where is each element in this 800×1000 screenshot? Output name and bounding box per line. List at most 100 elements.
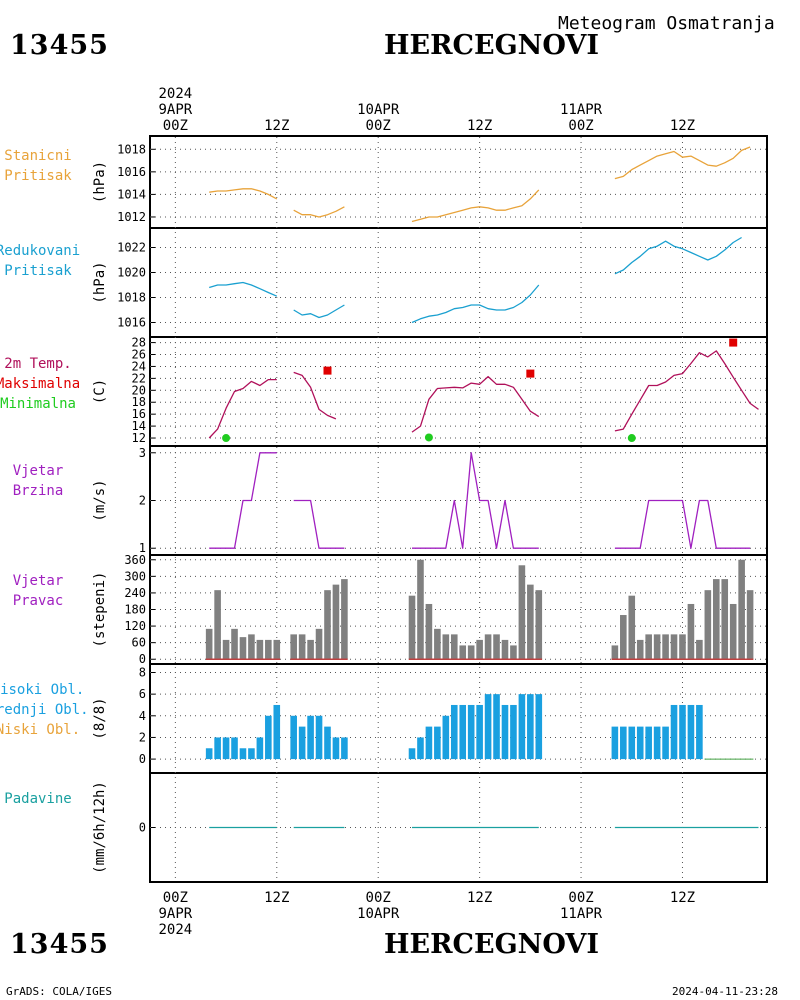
reduced_pressure-line <box>411 284 540 324</box>
clouds-bar <box>484 694 492 760</box>
wind_direction-bar <box>417 559 424 660</box>
wind_direction-bar <box>679 634 686 660</box>
clouds-bar <box>696 704 703 760</box>
y-tick-label: 1 <box>139 541 146 555</box>
wind_direction-bar <box>501 639 509 660</box>
wind_direction-bar <box>256 639 264 660</box>
clouds-bar <box>450 704 458 760</box>
clouds-bar <box>273 704 281 760</box>
y-axis-label: (hPa) <box>92 161 108 203</box>
wind_direction-bar <box>620 615 627 660</box>
time-tick-label-top: 00Z <box>568 118 593 134</box>
clouds-bar <box>467 704 475 760</box>
station-name-top: HERCEGNOVI <box>384 30 599 61</box>
clouds-bar <box>332 737 340 760</box>
y-tick-label: 2 <box>139 730 146 744</box>
wind_direction-bar <box>467 645 475 660</box>
y-tick-label: 26 <box>132 348 146 362</box>
clouds-bar <box>653 726 661 760</box>
wind_direction-bar <box>611 645 619 660</box>
y-tick-label: 12 <box>132 431 146 445</box>
wind_direction-bar <box>704 590 712 660</box>
y-tick-label: 22 <box>132 371 146 385</box>
time-tick-label-bottom: 12Z <box>264 890 289 906</box>
time-tick-label-bottom: 9APR <box>158 906 192 922</box>
y-tick-label: 20 <box>132 383 146 397</box>
time-tick-label-top: 00Z <box>163 118 188 134</box>
wind_direction-bar <box>712 579 720 660</box>
clouds-bar <box>205 748 213 760</box>
y-tick-label: 3 <box>139 446 146 460</box>
panel-label: Padavine <box>4 791 71 807</box>
wind_direction-bar <box>442 634 450 660</box>
clouds-bar <box>231 737 238 760</box>
time-tick-label-top: 9APR <box>158 102 192 118</box>
clouds-bar <box>425 726 433 760</box>
plot-frame <box>149 135 768 883</box>
y-tick-label: 28 <box>132 336 146 350</box>
time-tick-label-top: 2024 <box>158 86 192 102</box>
clouds-bar <box>645 726 652 760</box>
y-tick-label: 18 <box>132 395 146 409</box>
panel-label: Niski Obl. <box>0 722 80 738</box>
temperature-line <box>293 371 337 420</box>
y-tick-label: 1012 <box>117 210 146 224</box>
station_pressure-line <box>614 146 751 180</box>
y-tick-label: 180 <box>124 603 146 617</box>
temperature-line <box>614 350 759 432</box>
wind_direction-bar <box>248 634 255 660</box>
clouds-bar <box>324 726 331 760</box>
clouds-bar <box>611 726 619 760</box>
tmax-marker <box>526 369 535 378</box>
clouds-bar <box>315 715 323 760</box>
wind_direction-bar <box>738 559 745 660</box>
clouds-bar <box>341 737 348 760</box>
clouds-bar <box>222 737 230 760</box>
clouds-bar <box>298 726 306 760</box>
y-axis-label: (C) <box>92 379 108 404</box>
time-tick-label-bottom: 12Z <box>670 890 695 906</box>
y-tick-label: 14 <box>132 419 146 433</box>
wind_direction-bar <box>636 639 644 660</box>
y-axis-label: (mm/6h/12h) <box>92 781 108 874</box>
time-tick-label-bottom: 00Z <box>568 890 593 906</box>
panel-label: Pritisak <box>4 263 72 279</box>
clouds-bar <box>434 726 441 760</box>
clouds-bar <box>679 704 686 760</box>
panel-label: Pravac <box>13 593 64 609</box>
temperature-line <box>411 375 540 433</box>
clouds-bar <box>636 726 644 760</box>
wind_direction-bar <box>721 579 729 660</box>
clouds-bar <box>493 694 500 760</box>
clouds-bar <box>670 704 678 760</box>
clouds-bar <box>307 715 314 760</box>
y-tick-label: 300 <box>124 569 146 583</box>
clouds-bar <box>527 694 534 760</box>
wind_direction-bar <box>493 634 500 660</box>
wind_direction-bar <box>510 645 517 660</box>
y-tick-label: 24 <box>132 359 146 373</box>
panel-label: Srednji Obl. <box>0 702 89 718</box>
panel-label: Minimalna <box>0 396 76 412</box>
wind_direction-bar <box>459 645 467 660</box>
clouds-bar <box>417 737 424 760</box>
wind_direction-bar <box>450 634 458 660</box>
wind_speed-line <box>293 499 345 549</box>
wind_direction-bar <box>307 639 314 660</box>
clouds-bar <box>535 694 543 760</box>
y-axis-label: (hPa) <box>92 261 108 303</box>
clouds-bar <box>459 704 467 760</box>
clouds-bar <box>518 694 526 760</box>
y-axis-label: (8/8) <box>92 697 108 739</box>
wind_direction-bar <box>332 584 340 660</box>
clouds-bar <box>256 737 264 760</box>
wind_direction-bar <box>527 584 534 660</box>
time-tick-label-bottom: 00Z <box>163 890 188 906</box>
wind_direction-bar <box>746 590 754 660</box>
wind_direction-bar <box>434 628 441 660</box>
y-tick-label: 1018 <box>117 291 146 305</box>
wind_direction-bar <box>265 639 272 660</box>
time-tick-label-bottom: 00Z <box>366 890 391 906</box>
